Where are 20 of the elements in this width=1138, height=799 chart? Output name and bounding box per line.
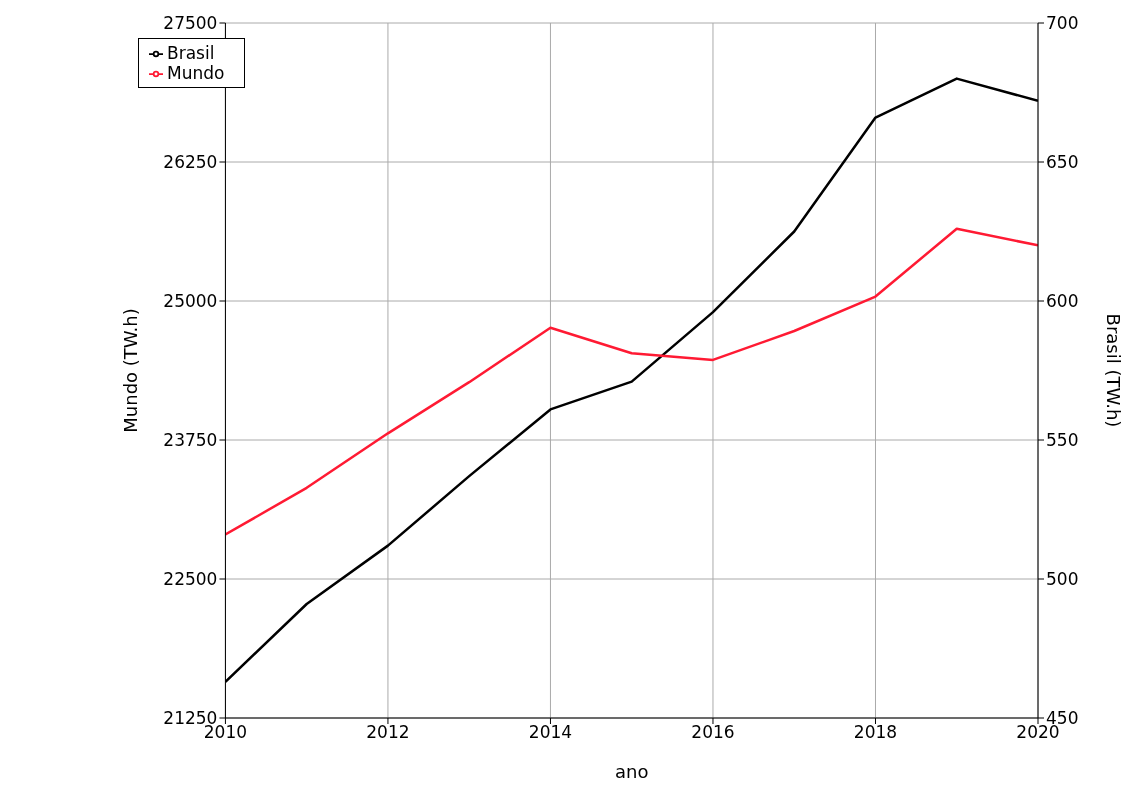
- y2-tick-label: 650: [1046, 152, 1079, 173]
- x-tick-label: 2016: [691, 722, 735, 743]
- x-tick-label: 2018: [853, 722, 898, 743]
- y2-tick-label: 550: [1046, 430, 1079, 451]
- y2-axis-title: Brasil (TW.h): [1102, 313, 1124, 428]
- legend-label: Brasil: [167, 43, 215, 63]
- x-tick-label: 2014: [528, 722, 573, 743]
- legend-label: Mundo: [167, 63, 225, 83]
- y2-tick-label: 500: [1046, 569, 1079, 590]
- y2-tick-label: 600: [1046, 291, 1079, 312]
- x-axis-title: ano: [614, 761, 649, 782]
- y-tick-label: 27500: [163, 13, 218, 34]
- y-tick-label: 22500: [163, 569, 218, 590]
- line-series: [225, 227, 1038, 536]
- y-tick-label: 23750: [163, 430, 218, 451]
- y-tick-label: 26250: [163, 152, 218, 173]
- y-tick-label: 25000: [163, 291, 218, 312]
- x-tick-label: 2012: [366, 722, 410, 743]
- y2-tick-label: 700: [1046, 13, 1079, 34]
- y-axis-title: Mundo (TW.h): [119, 308, 141, 433]
